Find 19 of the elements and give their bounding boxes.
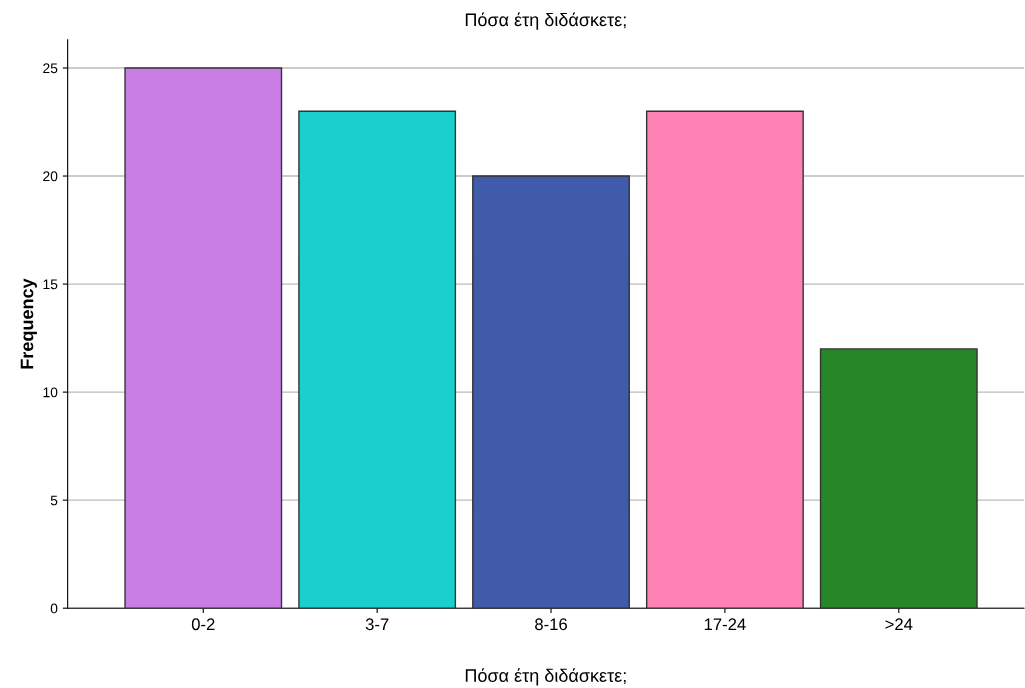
chart-title: Πόσα έτη διδάσκετε; <box>465 12 626 30</box>
y-tick-label: 20 <box>43 171 58 182</box>
x-axis-title: Πόσα έτη διδάσκετε; <box>465 668 626 686</box>
y-axis-title: Frequency <box>20 278 37 369</box>
bar <box>124 67 283 609</box>
y-tick-label: 25 <box>43 63 58 74</box>
y-tick-label: 0 <box>50 603 58 614</box>
bar <box>298 110 457 609</box>
y-tick-label: 10 <box>43 387 58 398</box>
bar <box>645 110 804 609</box>
bar <box>472 175 630 609</box>
x-tick-label: 3-7 <box>365 618 389 631</box>
x-tick-label: 17-24 <box>704 618 746 630</box>
bar <box>819 348 978 609</box>
x-tick-label: 8-16 <box>535 618 567 631</box>
y-tick-label: 5 <box>50 495 58 506</box>
x-tick-label: 0-2 <box>191 618 215 631</box>
x-tick-label: >24 <box>885 618 913 630</box>
y-tick-label: 15 <box>43 279 58 290</box>
